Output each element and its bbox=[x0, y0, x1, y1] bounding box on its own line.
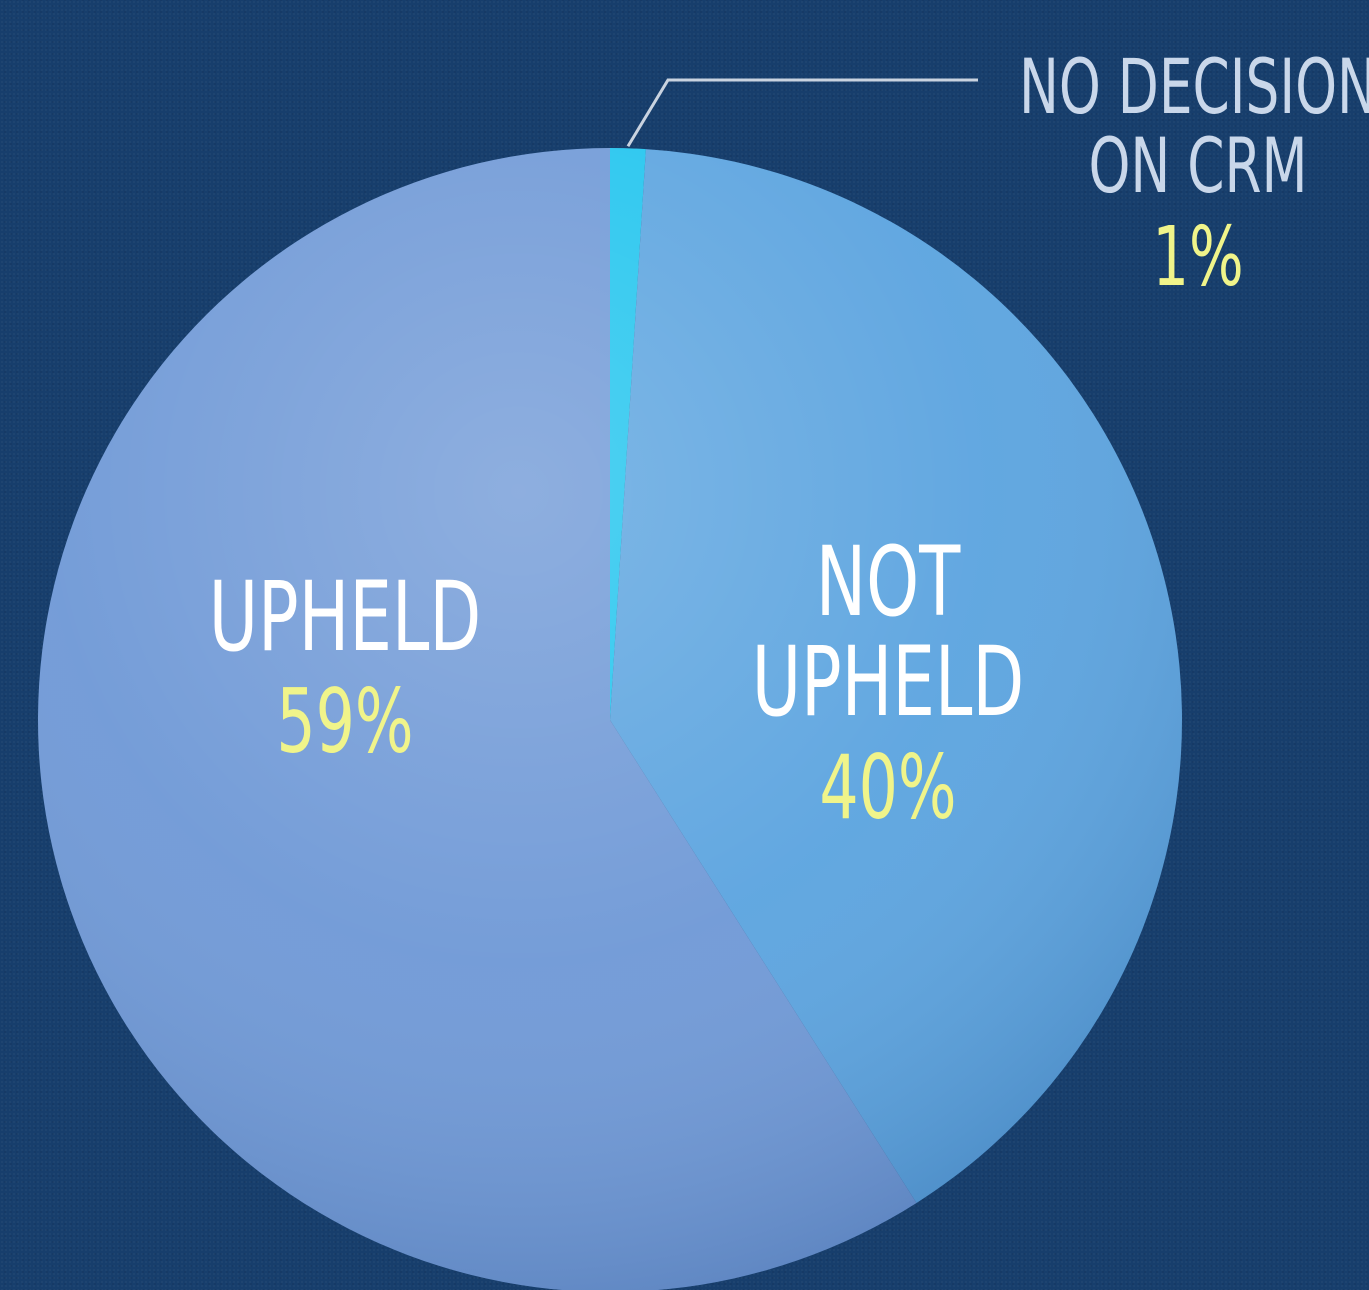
slice-name-upheld-line-1: UPHELD bbox=[209, 562, 482, 674]
slice-value-no-decision-on-crm: 1% bbox=[1152, 210, 1243, 305]
slice-name-no-decision-on-crm-line-1: NO DECISION bbox=[1019, 44, 1369, 132]
slice-name-not-upheld-line-2: UPHELD bbox=[752, 627, 1025, 739]
leader-line-no-decision bbox=[626, 78, 978, 148]
slice-value-not-upheld: 40% bbox=[819, 737, 956, 840]
slice-value-upheld: 59% bbox=[276, 671, 413, 774]
slice-name-not-upheld-line-1: NOT bbox=[816, 527, 961, 639]
slice-name-no-decision-on-crm-line-2: ON CRM bbox=[1088, 123, 1307, 211]
